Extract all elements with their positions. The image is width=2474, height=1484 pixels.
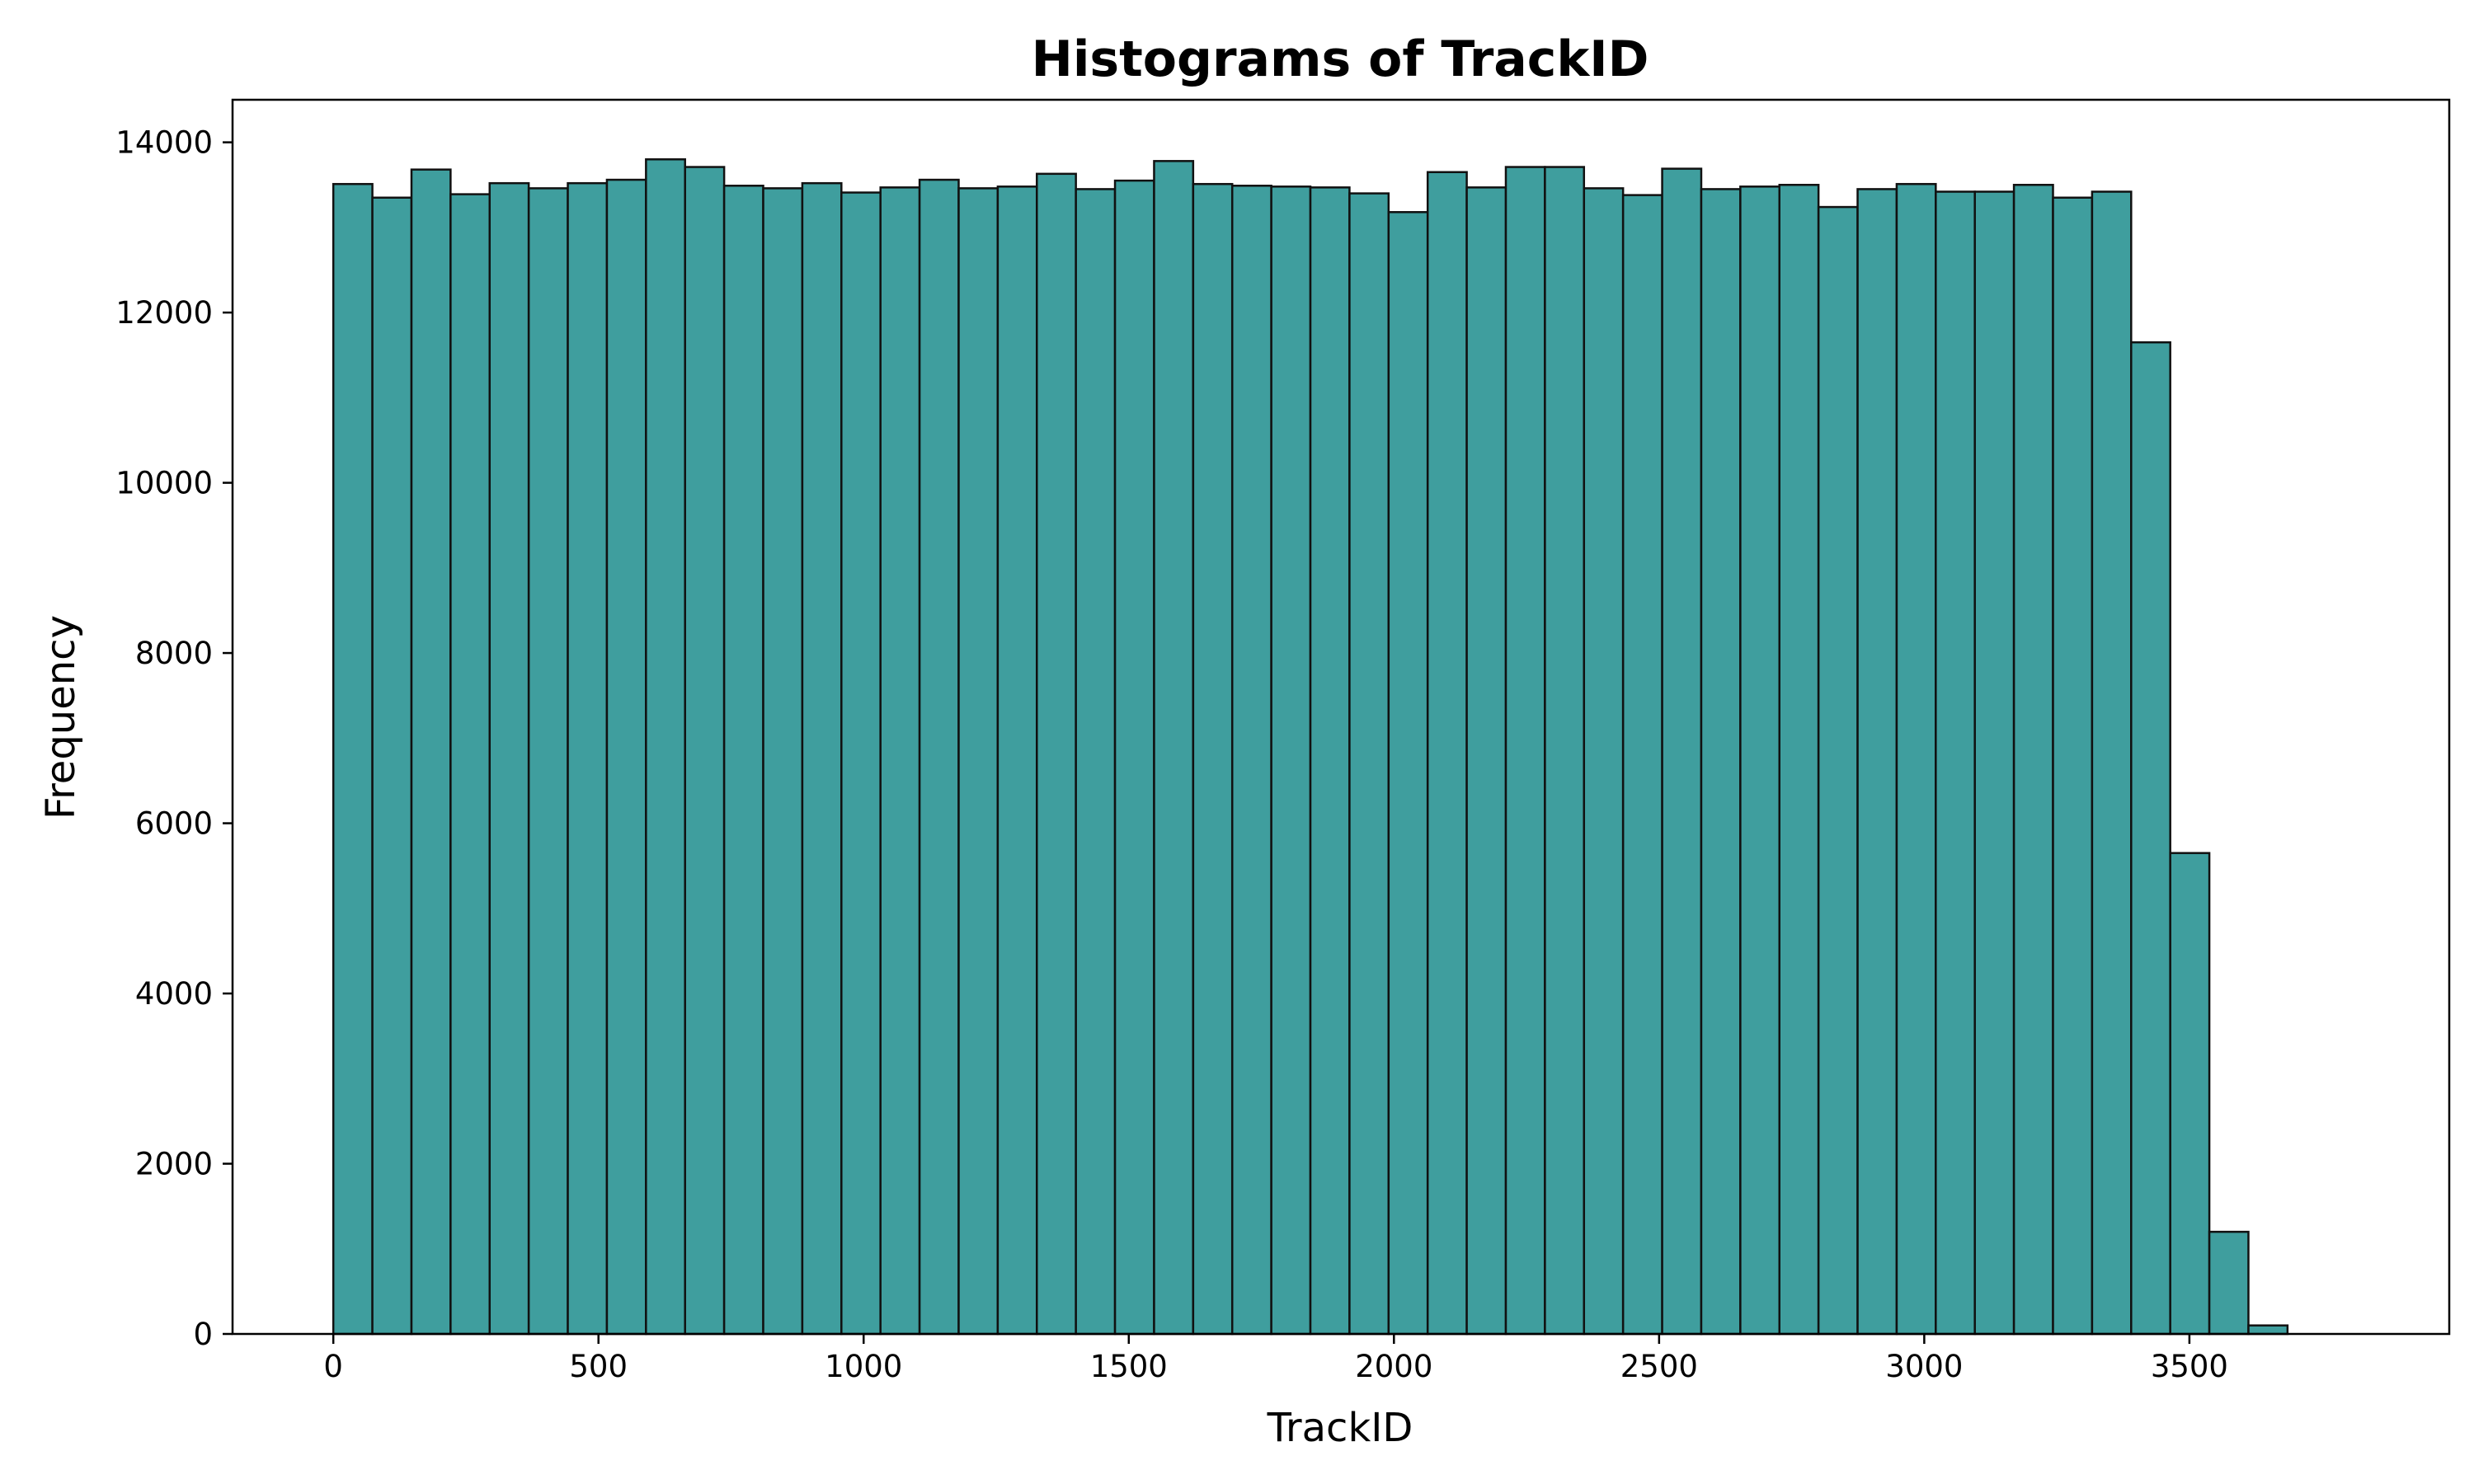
histogram-bar: [527, 187, 569, 1336]
histogram-bar: [371, 196, 413, 1336]
histogram-bar: [1817, 205, 1859, 1336]
histogram-bar: [722, 185, 764, 1336]
histogram-bar: [1153, 160, 1195, 1336]
histogram-bar: [1465, 186, 1507, 1336]
x-tick-label: 1000: [825, 1349, 902, 1384]
y-tick-label: 6000: [135, 806, 213, 842]
histogram-bar: [2091, 190, 2133, 1336]
x-tick-label: 3000: [1885, 1349, 1963, 1384]
x-tick-label: 2000: [1355, 1349, 1432, 1384]
histogram-bar: [840, 191, 882, 1336]
histogram-bar: [1895, 182, 1937, 1336]
plot-frame: [231, 98, 2451, 1336]
y-tick-label: 4000: [135, 976, 213, 1012]
histogram-bar: [801, 181, 843, 1336]
histogram-bar: [2012, 183, 2054, 1336]
histogram-bar: [2052, 196, 2094, 1336]
bars-group: [332, 158, 2289, 1336]
histogram-bar: [1661, 167, 1703, 1336]
chart-title: Histograms of TrackID: [1032, 31, 1649, 88]
histogram-bar: [1778, 183, 1820, 1336]
x-axis-ticks: 0 500 1000 1500 2000 2500 3000 3500: [323, 1334, 2228, 1384]
histogram-bar: [332, 182, 374, 1336]
histogram-bar: [1387, 211, 1429, 1336]
x-tick-label: 2500: [1620, 1349, 1698, 1384]
histogram-bar: [488, 181, 530, 1336]
y-tick-label: 2000: [135, 1147, 213, 1182]
histogram-bar: [1504, 166, 1546, 1336]
histogram-bar: [918, 178, 960, 1336]
x-axis-label: TrackID: [1267, 1405, 1413, 1451]
histogram-bar: [1113, 179, 1155, 1336]
histogram-bar: [1192, 182, 1234, 1336]
y-tick-label: 0: [193, 1317, 213, 1352]
histogram-bar: [449, 193, 492, 1336]
histogram-bar: [1230, 185, 1272, 1336]
histogram-bar: [996, 186, 1038, 1336]
histogram-bar: [1036, 172, 1077, 1336]
histogram-bar: [1935, 190, 1976, 1336]
histogram-bar: [2169, 852, 2211, 1336]
histogram-bar: [1700, 188, 1742, 1336]
histogram-bar: [957, 187, 999, 1336]
histogram-bar: [684, 166, 726, 1336]
y-axis-ticks: 0 2000 4000 6000 8000 10000 12000 14000: [115, 125, 233, 1352]
histogram-bar: [605, 178, 647, 1336]
histogram-bar: [1583, 187, 1625, 1336]
y-tick-label: 8000: [135, 636, 213, 671]
x-tick-label: 3500: [2151, 1349, 2228, 1384]
x-tick-label: 1500: [1090, 1349, 1168, 1384]
histogram-bar: [762, 187, 804, 1336]
y-tick-label: 14000: [115, 125, 213, 161]
histogram-bar: [1426, 171, 1468, 1336]
x-tick-label: 0: [323, 1349, 343, 1384]
histogram-bar: [410, 168, 452, 1336]
histogram-bar: [1075, 188, 1117, 1336]
histogram-bar: [1621, 194, 1663, 1336]
histogram-bar: [1856, 188, 1898, 1336]
histogram-bar: [645, 158, 686, 1336]
y-axis-label: Frequency: [38, 615, 84, 819]
x-tick-label: 500: [569, 1349, 628, 1384]
histogram-bar: [1309, 186, 1351, 1336]
histogram-bar: [1544, 166, 1586, 1336]
histogram-bar: [2247, 1324, 2289, 1336]
histogram-bar: [1270, 186, 1312, 1336]
histogram-bar: [1348, 192, 1390, 1336]
histogram-bar: [2130, 340, 2171, 1336]
histogram-bar: [1739, 186, 1780, 1336]
y-tick-label: 10000: [115, 466, 213, 501]
histogram-bar: [567, 181, 609, 1336]
histogram-bar: [2208, 1230, 2250, 1336]
histogram-bar: [1973, 190, 2015, 1336]
histogram-bar: [879, 186, 921, 1336]
y-tick-label: 12000: [115, 295, 213, 331]
